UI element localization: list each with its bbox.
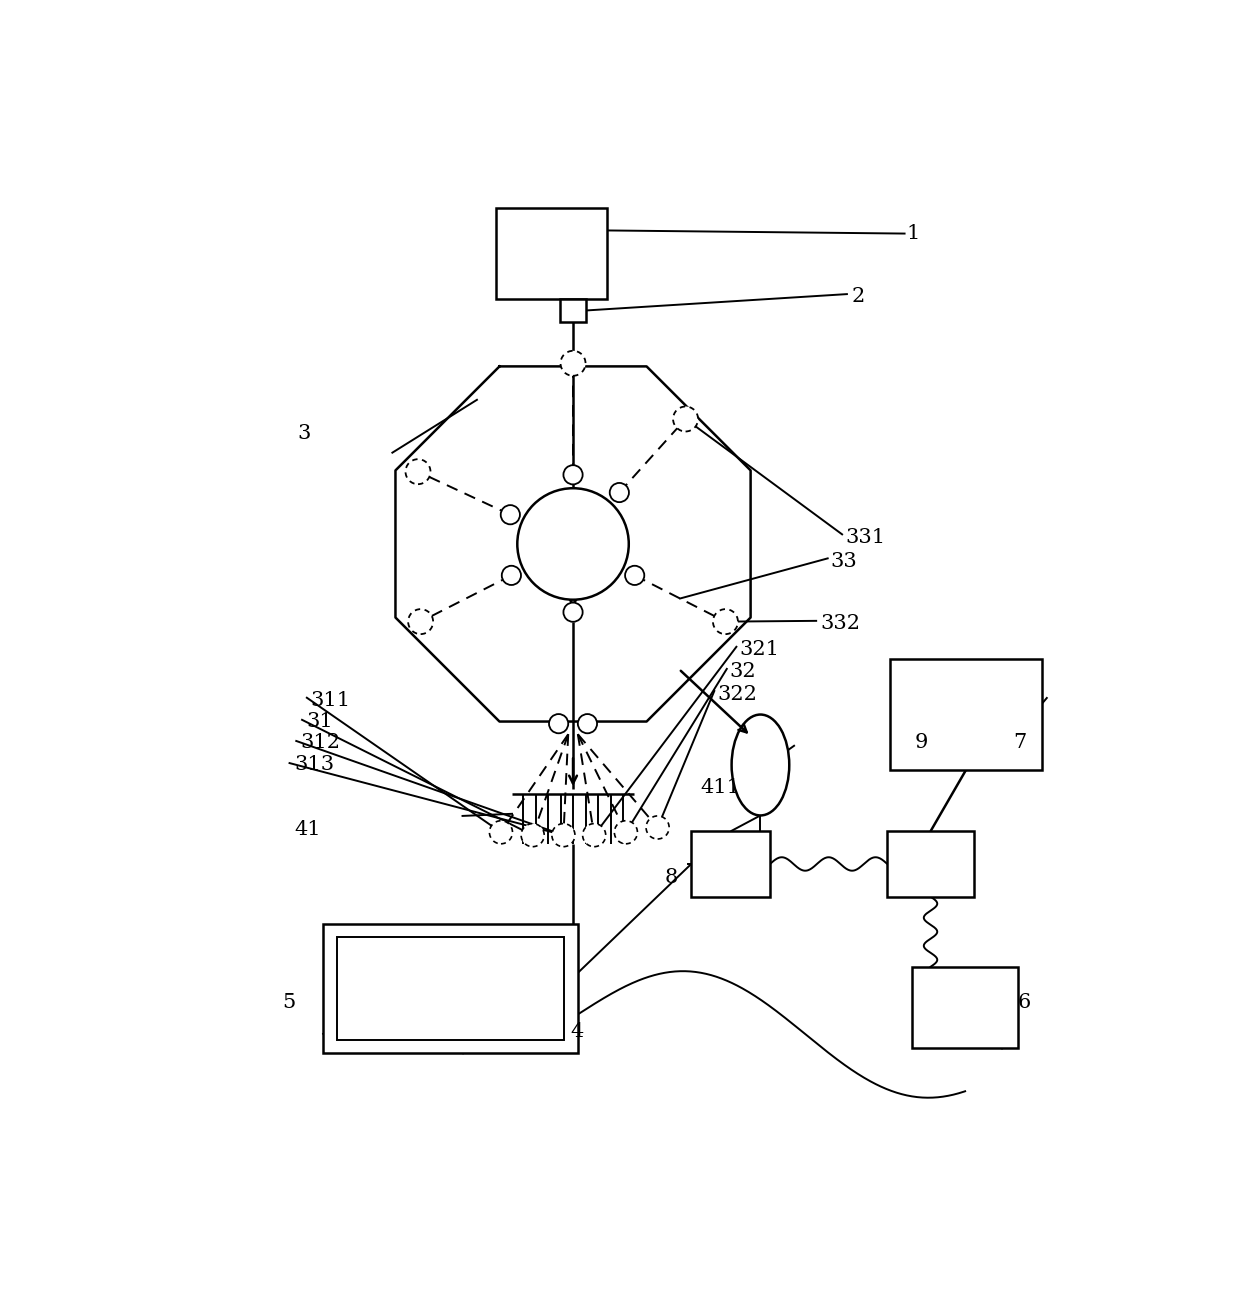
Circle shape xyxy=(578,714,598,734)
Text: 41: 41 xyxy=(294,820,321,839)
Circle shape xyxy=(552,824,575,846)
Text: 6: 6 xyxy=(1018,993,1032,1012)
Circle shape xyxy=(673,407,698,432)
Text: 4: 4 xyxy=(570,1021,583,1041)
Text: 332: 332 xyxy=(820,614,861,634)
Bar xyxy=(559,299,587,321)
Circle shape xyxy=(502,566,521,584)
Text: 1: 1 xyxy=(906,224,920,244)
Circle shape xyxy=(563,465,583,485)
Circle shape xyxy=(405,459,430,485)
Bar xyxy=(913,967,1018,1048)
Circle shape xyxy=(583,824,605,846)
Circle shape xyxy=(563,603,583,622)
Text: 33: 33 xyxy=(831,552,857,570)
Circle shape xyxy=(501,505,520,525)
Circle shape xyxy=(521,824,544,846)
Circle shape xyxy=(560,351,585,376)
Text: 331: 331 xyxy=(844,527,885,547)
Text: 32: 32 xyxy=(729,662,756,682)
Circle shape xyxy=(490,820,512,844)
Text: 322: 322 xyxy=(717,686,758,704)
Bar xyxy=(496,207,606,299)
Circle shape xyxy=(646,816,670,839)
Text: 311: 311 xyxy=(311,691,351,710)
Text: 31: 31 xyxy=(306,713,332,731)
Text: 3: 3 xyxy=(298,424,310,443)
Text: 7: 7 xyxy=(1013,734,1027,753)
Circle shape xyxy=(610,483,629,502)
Text: 411: 411 xyxy=(701,778,740,797)
Circle shape xyxy=(713,609,738,634)
Bar xyxy=(890,660,1042,770)
Bar xyxy=(336,937,564,1039)
Circle shape xyxy=(517,489,629,600)
Text: 8: 8 xyxy=(665,868,677,886)
Text: 2: 2 xyxy=(852,288,866,306)
Circle shape xyxy=(408,609,433,634)
Circle shape xyxy=(549,714,568,734)
Circle shape xyxy=(614,820,637,844)
Bar xyxy=(888,831,973,897)
Ellipse shape xyxy=(732,714,790,815)
Bar xyxy=(691,831,770,897)
Text: 313: 313 xyxy=(294,756,335,775)
Text: 5: 5 xyxy=(281,993,295,1012)
Text: 312: 312 xyxy=(300,734,340,753)
Text: 321: 321 xyxy=(739,640,779,660)
Bar xyxy=(324,924,578,1054)
Circle shape xyxy=(625,566,645,584)
Text: 9: 9 xyxy=(914,734,928,753)
